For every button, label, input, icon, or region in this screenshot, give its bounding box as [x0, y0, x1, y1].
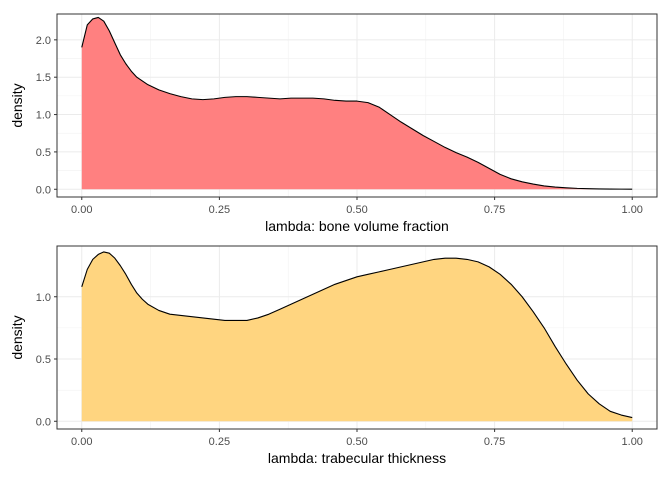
- y-tick-label: 0.5: [36, 147, 51, 159]
- x-tick-label: 0.50: [346, 436, 367, 448]
- y-axis-title: density: [9, 315, 25, 359]
- y-tick-label: 0.0: [36, 416, 51, 428]
- x-tick-label: 0.25: [209, 204, 230, 216]
- x-tick-label: 1.00: [622, 436, 643, 448]
- y-tick-label: 0.0: [36, 184, 51, 196]
- chart-panel-2: 0.00 0.25 0.50 0.75 1.00 0.0 0.5 1.0 lambda: tra…: [9, 245, 658, 466]
- density-area: [81, 251, 633, 422]
- x-tick-label: 0.50: [346, 204, 367, 216]
- density-curve: [81, 251, 633, 419]
- x-tick-label: 0.25: [209, 436, 230, 448]
- y-tick-label: 0.5: [36, 354, 51, 366]
- x-tick-label: 0.00: [71, 436, 92, 448]
- density-area: [81, 17, 633, 190]
- y-tick-label: 1.5: [36, 72, 51, 84]
- y-tick-label: 1.0: [36, 110, 51, 122]
- chart-panel-1: 0.00 0.25 0.50 0.75 1.00 0.0 0.5 1.0 1.5 2.0 lambd…: [9, 13, 658, 234]
- x-tick-label: 1.00: [622, 204, 643, 216]
- density-curve: [81, 16, 633, 190]
- x-axis-title: lambda: trabecular thickness: [268, 450, 446, 466]
- y-tick-label: 2.0: [36, 35, 51, 47]
- x-tick-label: 0.00: [71, 204, 92, 216]
- x-tick-label: 0.75: [484, 204, 505, 216]
- y-axis-title: density: [9, 83, 25, 127]
- x-tick-label: 0.75: [484, 436, 505, 448]
- x-axis-title: lambda: bone volume fraction: [265, 218, 449, 234]
- y-tick-label: 1.0: [36, 292, 51, 304]
